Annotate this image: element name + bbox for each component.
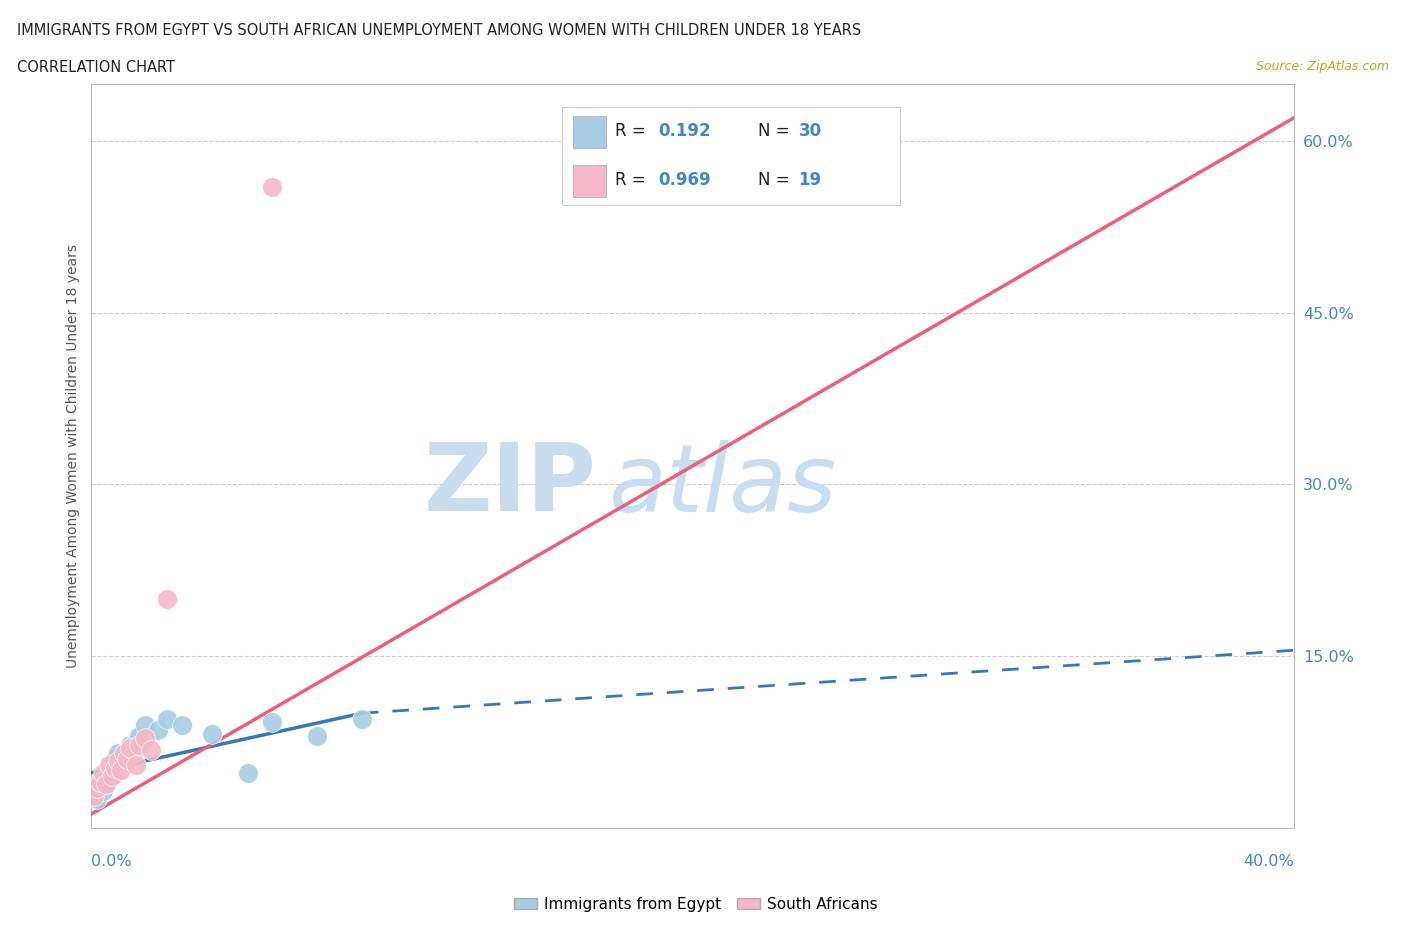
Point	[120, 740, 142, 755]
Text: ZIP: ZIP	[423, 440, 596, 531]
Point	[125, 735, 148, 750]
Point	[128, 737, 150, 752]
Point	[104, 761, 127, 776]
Point	[104, 761, 127, 776]
Point	[98, 763, 121, 777]
Point	[93, 775, 115, 790]
Point	[128, 729, 150, 744]
Point	[141, 742, 163, 757]
Point	[201, 726, 224, 741]
Text: 40.0%: 40.0%	[1243, 854, 1294, 869]
Text: 0.969: 0.969	[658, 171, 711, 189]
Point	[120, 737, 142, 752]
Point	[134, 731, 156, 746]
Point	[96, 777, 118, 791]
Y-axis label: Unemployment Among Women with Children Under 18 years: Unemployment Among Women with Children U…	[66, 244, 80, 668]
Point	[89, 780, 111, 795]
Bar	[572, 165, 606, 197]
Text: 0.192: 0.192	[658, 122, 711, 140]
Point	[260, 715, 283, 730]
Point	[305, 729, 328, 744]
Text: N =: N =	[758, 171, 794, 189]
Point	[93, 784, 115, 799]
Text: R =: R =	[614, 122, 651, 140]
Text: CORRELATION CHART: CORRELATION CHART	[17, 60, 174, 75]
Point	[93, 765, 115, 780]
Point	[125, 757, 148, 772]
Point	[170, 717, 193, 732]
Text: N =: N =	[758, 122, 794, 140]
Text: 19: 19	[799, 171, 821, 189]
Point	[104, 751, 127, 766]
Point	[122, 746, 145, 761]
Point	[114, 750, 136, 764]
Point	[83, 786, 105, 801]
Point	[86, 780, 108, 795]
Text: R =: R =	[614, 171, 651, 189]
Point	[146, 723, 169, 737]
Point	[107, 746, 129, 761]
Point	[107, 754, 129, 769]
Point	[155, 711, 177, 726]
Point	[114, 746, 136, 761]
Point	[86, 791, 108, 806]
Point	[101, 765, 124, 780]
Text: Source: ZipAtlas.com: Source: ZipAtlas.com	[1256, 60, 1389, 73]
Text: IMMIGRANTS FROM EGYPT VS SOUTH AFRICAN UNEMPLOYMENT AMONG WOMEN WITH CHILDREN UN: IMMIGRANTS FROM EGYPT VS SOUTH AFRICAN U…	[17, 23, 860, 38]
Text: 30: 30	[799, 122, 821, 140]
Point	[89, 775, 111, 790]
Point	[110, 754, 132, 769]
Bar	[572, 115, 606, 148]
Point	[236, 765, 259, 780]
Point	[110, 763, 132, 777]
Text: 0.0%: 0.0%	[91, 854, 132, 869]
Point	[155, 591, 177, 606]
Point	[96, 769, 118, 784]
Point	[101, 769, 124, 784]
Point	[98, 772, 121, 787]
Point	[260, 179, 283, 194]
Point	[350, 711, 373, 726]
Point	[117, 751, 139, 766]
Point	[98, 757, 121, 772]
Point	[83, 789, 105, 804]
Text: atlas: atlas	[609, 440, 837, 531]
Point	[101, 757, 124, 772]
Point	[96, 777, 118, 791]
Legend: Immigrants from Egypt, South Africans: Immigrants from Egypt, South Africans	[508, 891, 884, 918]
Point	[134, 717, 156, 732]
Point	[117, 742, 139, 757]
